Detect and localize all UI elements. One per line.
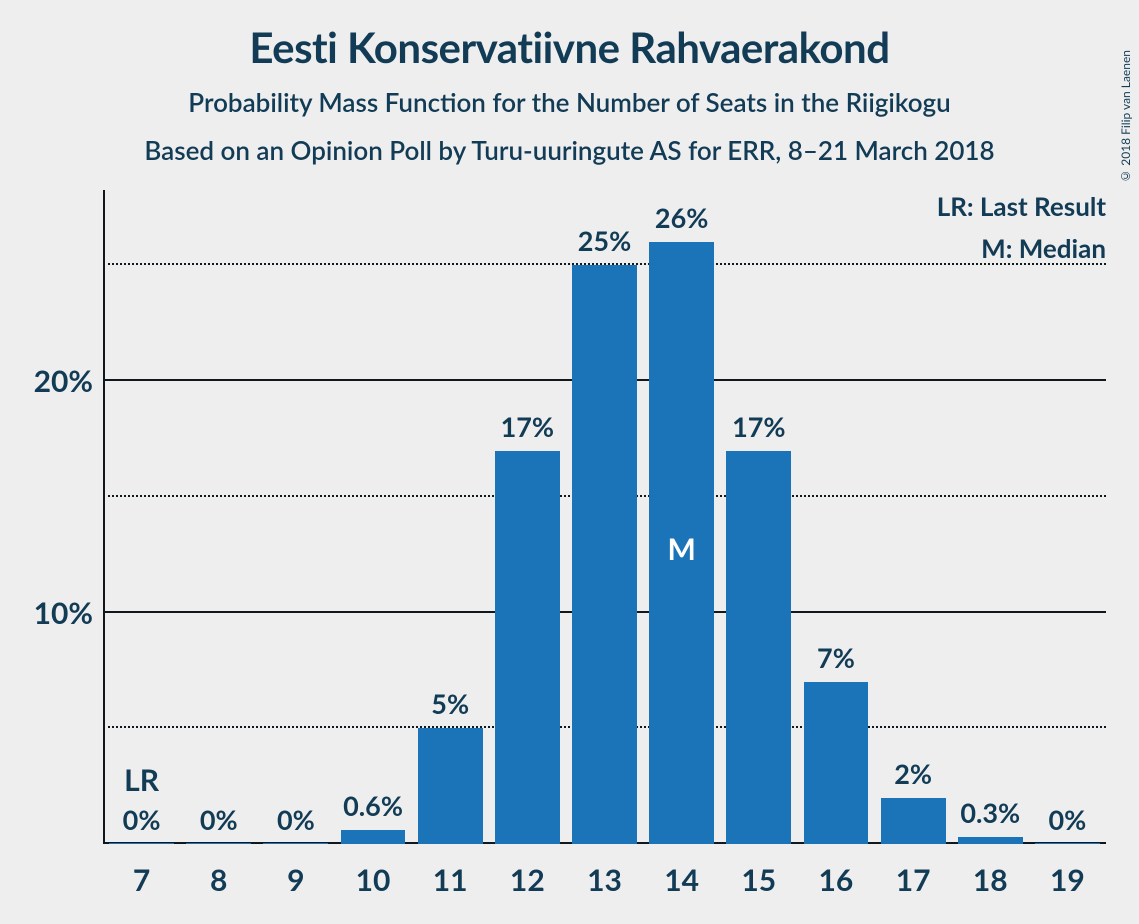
bar [572,265,637,844]
copyright-label: © 2018 Filip van Laenen [1118,50,1133,184]
bar-value-label: 26% [643,201,720,234]
bar [726,451,791,844]
bar [1035,843,1100,844]
bar-value-label: 2% [875,757,952,790]
x-axis-tick-label: 8 [180,862,257,898]
bar-value-label: 17% [720,410,797,443]
chart-plot-area: LR: Last Result M: Median 10%20% 0%7LR0%… [103,196,1106,844]
bar [109,843,174,844]
bar-value-label: 5% [412,687,489,720]
bar-value-label: 25% [566,224,643,257]
bar-slot: 17%15 [720,196,797,844]
x-axis-tick-label: 7 [103,862,180,898]
x-axis-tick-label: 10 [334,862,411,898]
chart-subtitle-1: Probability Mass Function for the Number… [0,86,1139,118]
bar-slot: 0%9 [257,196,334,844]
x-axis-tick-label: 11 [412,862,489,898]
chart-title: Eesti Konservatiivne Rahvaerakond [0,0,1139,72]
bar-value-label: 7% [797,641,874,674]
bar-slot: 26%14M [643,196,720,844]
bar [186,843,251,844]
chart-subtitle-2: Based on an Opinion Poll by Turu-uuringu… [0,134,1139,166]
bar-value-label: 0% [103,803,180,836]
bar-slot: 5%11 [412,196,489,844]
bar [958,837,1023,844]
x-axis-tick-label: 9 [257,862,334,898]
x-axis-tick-label: 12 [489,862,566,898]
bar [418,728,483,844]
x-axis-tick-label: 16 [797,862,874,898]
median-marker: M [643,531,720,567]
bar-slot: 0%7LR [103,196,180,844]
lr-marker: LR [103,762,180,798]
bar-slot: 0.3%18 [952,196,1029,844]
bar [341,830,406,844]
bar [495,451,560,844]
bar [804,682,869,844]
bar-value-label: 0% [1029,803,1106,836]
y-axis-tick-label: 20% [34,363,93,399]
x-axis-tick-label: 19 [1029,862,1106,898]
bar-slot: 7%16 [797,196,874,844]
bar-value-label: 0.6% [334,789,411,822]
bar-value-label: 0% [257,803,334,836]
bar-slot: 0.6%10 [334,196,411,844]
bar [881,798,946,844]
bar-slot: 0%19 [1029,196,1106,844]
bar-slot: 17%12 [489,196,566,844]
bar-slot: 25%13 [566,196,643,844]
bar-slot: 0%8 [180,196,257,844]
x-axis-tick-label: 14 [643,862,720,898]
y-axis-tick-label: 10% [34,595,93,631]
x-axis-tick-label: 13 [566,862,643,898]
bar-value-label: 17% [489,410,566,443]
x-axis-tick-label: 17 [875,862,952,898]
x-axis-tick-label: 18 [952,862,1029,898]
x-axis-tick-label: 15 [720,862,797,898]
bar-value-label: 0% [180,803,257,836]
bar [263,843,328,844]
bar-slot: 2%17 [875,196,952,844]
bars-container: 0%7LR0%80%90.6%105%1117%1225%1326%14M17%… [103,196,1106,844]
bar-value-label: 0.3% [952,796,1029,829]
